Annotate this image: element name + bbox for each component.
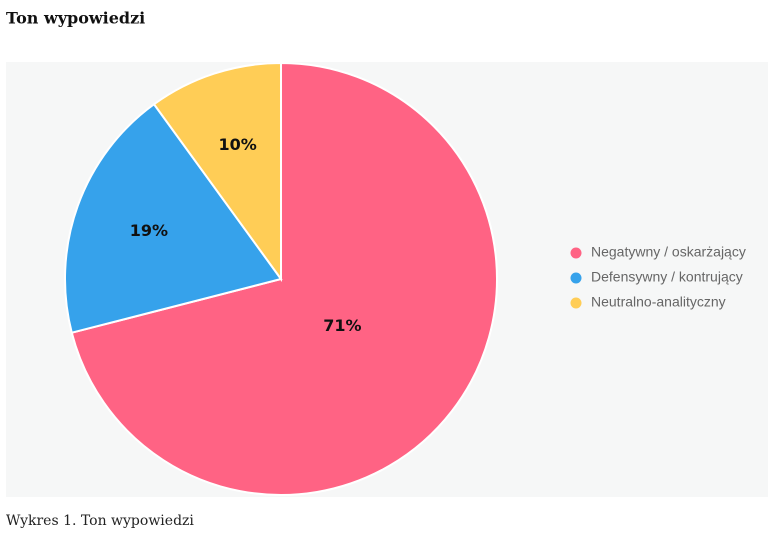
- legend-label: Defensywny / kontrujący: [591, 269, 743, 285]
- caption: Wykres 1. Ton wypowiedzi: [6, 513, 194, 529]
- data-label: 71%: [323, 316, 361, 335]
- legend-marker: [570, 247, 582, 259]
- pie-slice: [152, 61, 282, 283]
- legend-marker: [570, 297, 582, 309]
- data-label: 19%: [130, 221, 168, 240]
- legend-marker: [570, 272, 582, 284]
- legend-label: Neutralno-analityczny: [591, 294, 726, 310]
- pie-slice: [64, 102, 283, 334]
- pie-slice: [70, 61, 498, 496]
- chart-title: Ton wypowiedzi: [6, 9, 145, 28]
- legend-label: Negatywny / oskarżający: [591, 244, 746, 260]
- data-label: 10%: [218, 135, 256, 154]
